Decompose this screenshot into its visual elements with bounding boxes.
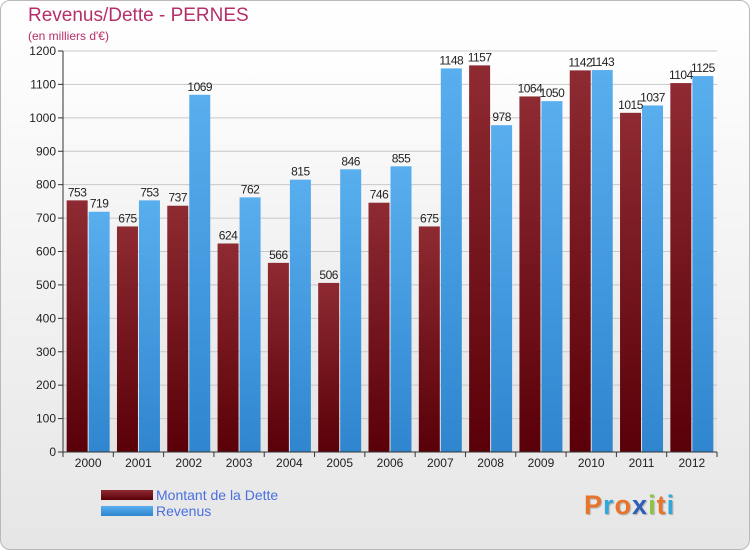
bar-dette: [670, 83, 692, 452]
x-tick-label: 2000: [75, 456, 102, 470]
data-label-dette: 746: [370, 188, 389, 202]
bar-dette: [116, 226, 138, 452]
logo-letter: i: [648, 490, 657, 520]
data-label-revenus: 846: [341, 154, 360, 168]
bar-revenus: [491, 125, 513, 452]
chart-title: Revenus/Dette - PERNES: [28, 5, 249, 26]
bar-dette: [469, 65, 491, 452]
data-label-dette: 1157: [468, 50, 493, 64]
bar-dette: [318, 282, 340, 452]
data-label-dette: 1142: [568, 55, 593, 69]
bar-dette: [569, 70, 591, 453]
data-label-revenus: 1037: [640, 90, 666, 104]
x-tick-label: 2012: [678, 456, 705, 470]
bar-dette: [66, 200, 88, 452]
bar-dette: [217, 243, 239, 452]
data-label-revenus: 1069: [187, 80, 213, 94]
data-label-revenus: 1050: [540, 86, 566, 100]
data-label-dette: 675: [420, 211, 439, 225]
data-label-dette: 566: [269, 248, 288, 262]
bar-dette: [267, 262, 289, 452]
y-tick-label: 700: [36, 211, 56, 225]
legend-label-dette: Montant de la Dette: [156, 487, 279, 503]
proxiti-logo: Proxiti: [584, 490, 675, 521]
logo-letter: P: [584, 490, 604, 520]
y-tick-label: 200: [36, 378, 56, 392]
bar-revenus: [189, 94, 211, 453]
y-tick-label: 600: [36, 245, 56, 259]
logo-letter: i: [666, 490, 676, 520]
data-label-dette: 737: [169, 191, 188, 205]
x-tick-label: 2002: [175, 456, 202, 470]
legend-swatch-dette: [101, 490, 153, 500]
y-tick-label: 900: [36, 144, 56, 158]
legend-label-revenus: Revenus: [156, 503, 212, 519]
x-tick-label: 2004: [276, 456, 303, 470]
bar-revenus: [138, 200, 160, 452]
logo-letter: t: [656, 490, 667, 520]
x-tick-label: 2009: [528, 456, 555, 470]
data-label-dette: 506: [319, 268, 338, 282]
bar-revenus: [239, 197, 261, 452]
data-label-dette: 1064: [518, 81, 544, 95]
data-label-dette: 1104: [669, 68, 694, 82]
y-tick-label: 0: [49, 445, 56, 459]
data-label-revenus: 762: [241, 182, 260, 196]
bar-dette: [418, 226, 440, 452]
data-label-revenus: 719: [90, 197, 109, 211]
x-tick-label: 2005: [326, 456, 353, 470]
data-label-revenus: 753: [140, 185, 159, 199]
y-tick-label: 100: [36, 412, 56, 426]
bar-dette: [620, 112, 642, 452]
x-tick-label: 2010: [578, 456, 605, 470]
y-tick-label: 1000: [29, 111, 56, 125]
x-tick-label: 2011: [629, 456, 655, 470]
bar-revenus: [340, 169, 362, 453]
y-tick-label: 1100: [30, 77, 56, 91]
y-tick-label: 1200: [29, 44, 56, 58]
data-label-revenus: 978: [492, 110, 511, 124]
logo-letter: o: [614, 490, 633, 520]
data-label-revenus: 1125: [691, 61, 716, 75]
x-tick-label: 2006: [377, 456, 404, 470]
y-tick-label: 400: [36, 311, 56, 325]
bar-revenus: [289, 179, 311, 452]
data-label-dette: 675: [118, 211, 137, 225]
bar-revenus: [440, 68, 462, 453]
logo-letter: r: [603, 490, 615, 520]
legend-swatch-revenus: [101, 506, 153, 516]
y-tick-label: 300: [36, 345, 56, 359]
bar-revenus: [591, 70, 613, 453]
bar-dette: [519, 96, 541, 453]
data-label-revenus: 1143: [590, 55, 615, 69]
y-tick-label: 500: [36, 278, 56, 292]
data-label-dette: 753: [68, 185, 87, 199]
x-tick-label: 2001: [125, 456, 152, 470]
data-label-revenus: 1148: [439, 53, 464, 67]
bar-revenus: [88, 211, 110, 452]
bar-revenus: [692, 76, 714, 452]
x-tick-label: 2008: [477, 456, 504, 470]
bar-revenus: [642, 105, 664, 452]
bar-dette: [167, 205, 189, 452]
logo-letter: x: [632, 490, 649, 520]
data-label-dette: 1015: [618, 98, 644, 112]
bar-revenus: [390, 166, 412, 452]
data-label-revenus: 815: [291, 165, 310, 179]
x-tick-label: 2007: [427, 456, 454, 470]
chart-subtitle: (en milliers d'€): [28, 29, 109, 43]
bar-revenus: [541, 101, 563, 452]
x-tick-label: 2003: [226, 456, 253, 470]
y-tick-label: 800: [36, 178, 56, 192]
data-label-dette: 624: [219, 228, 238, 242]
data-label-revenus: 855: [392, 151, 411, 165]
bar-dette: [368, 202, 390, 452]
